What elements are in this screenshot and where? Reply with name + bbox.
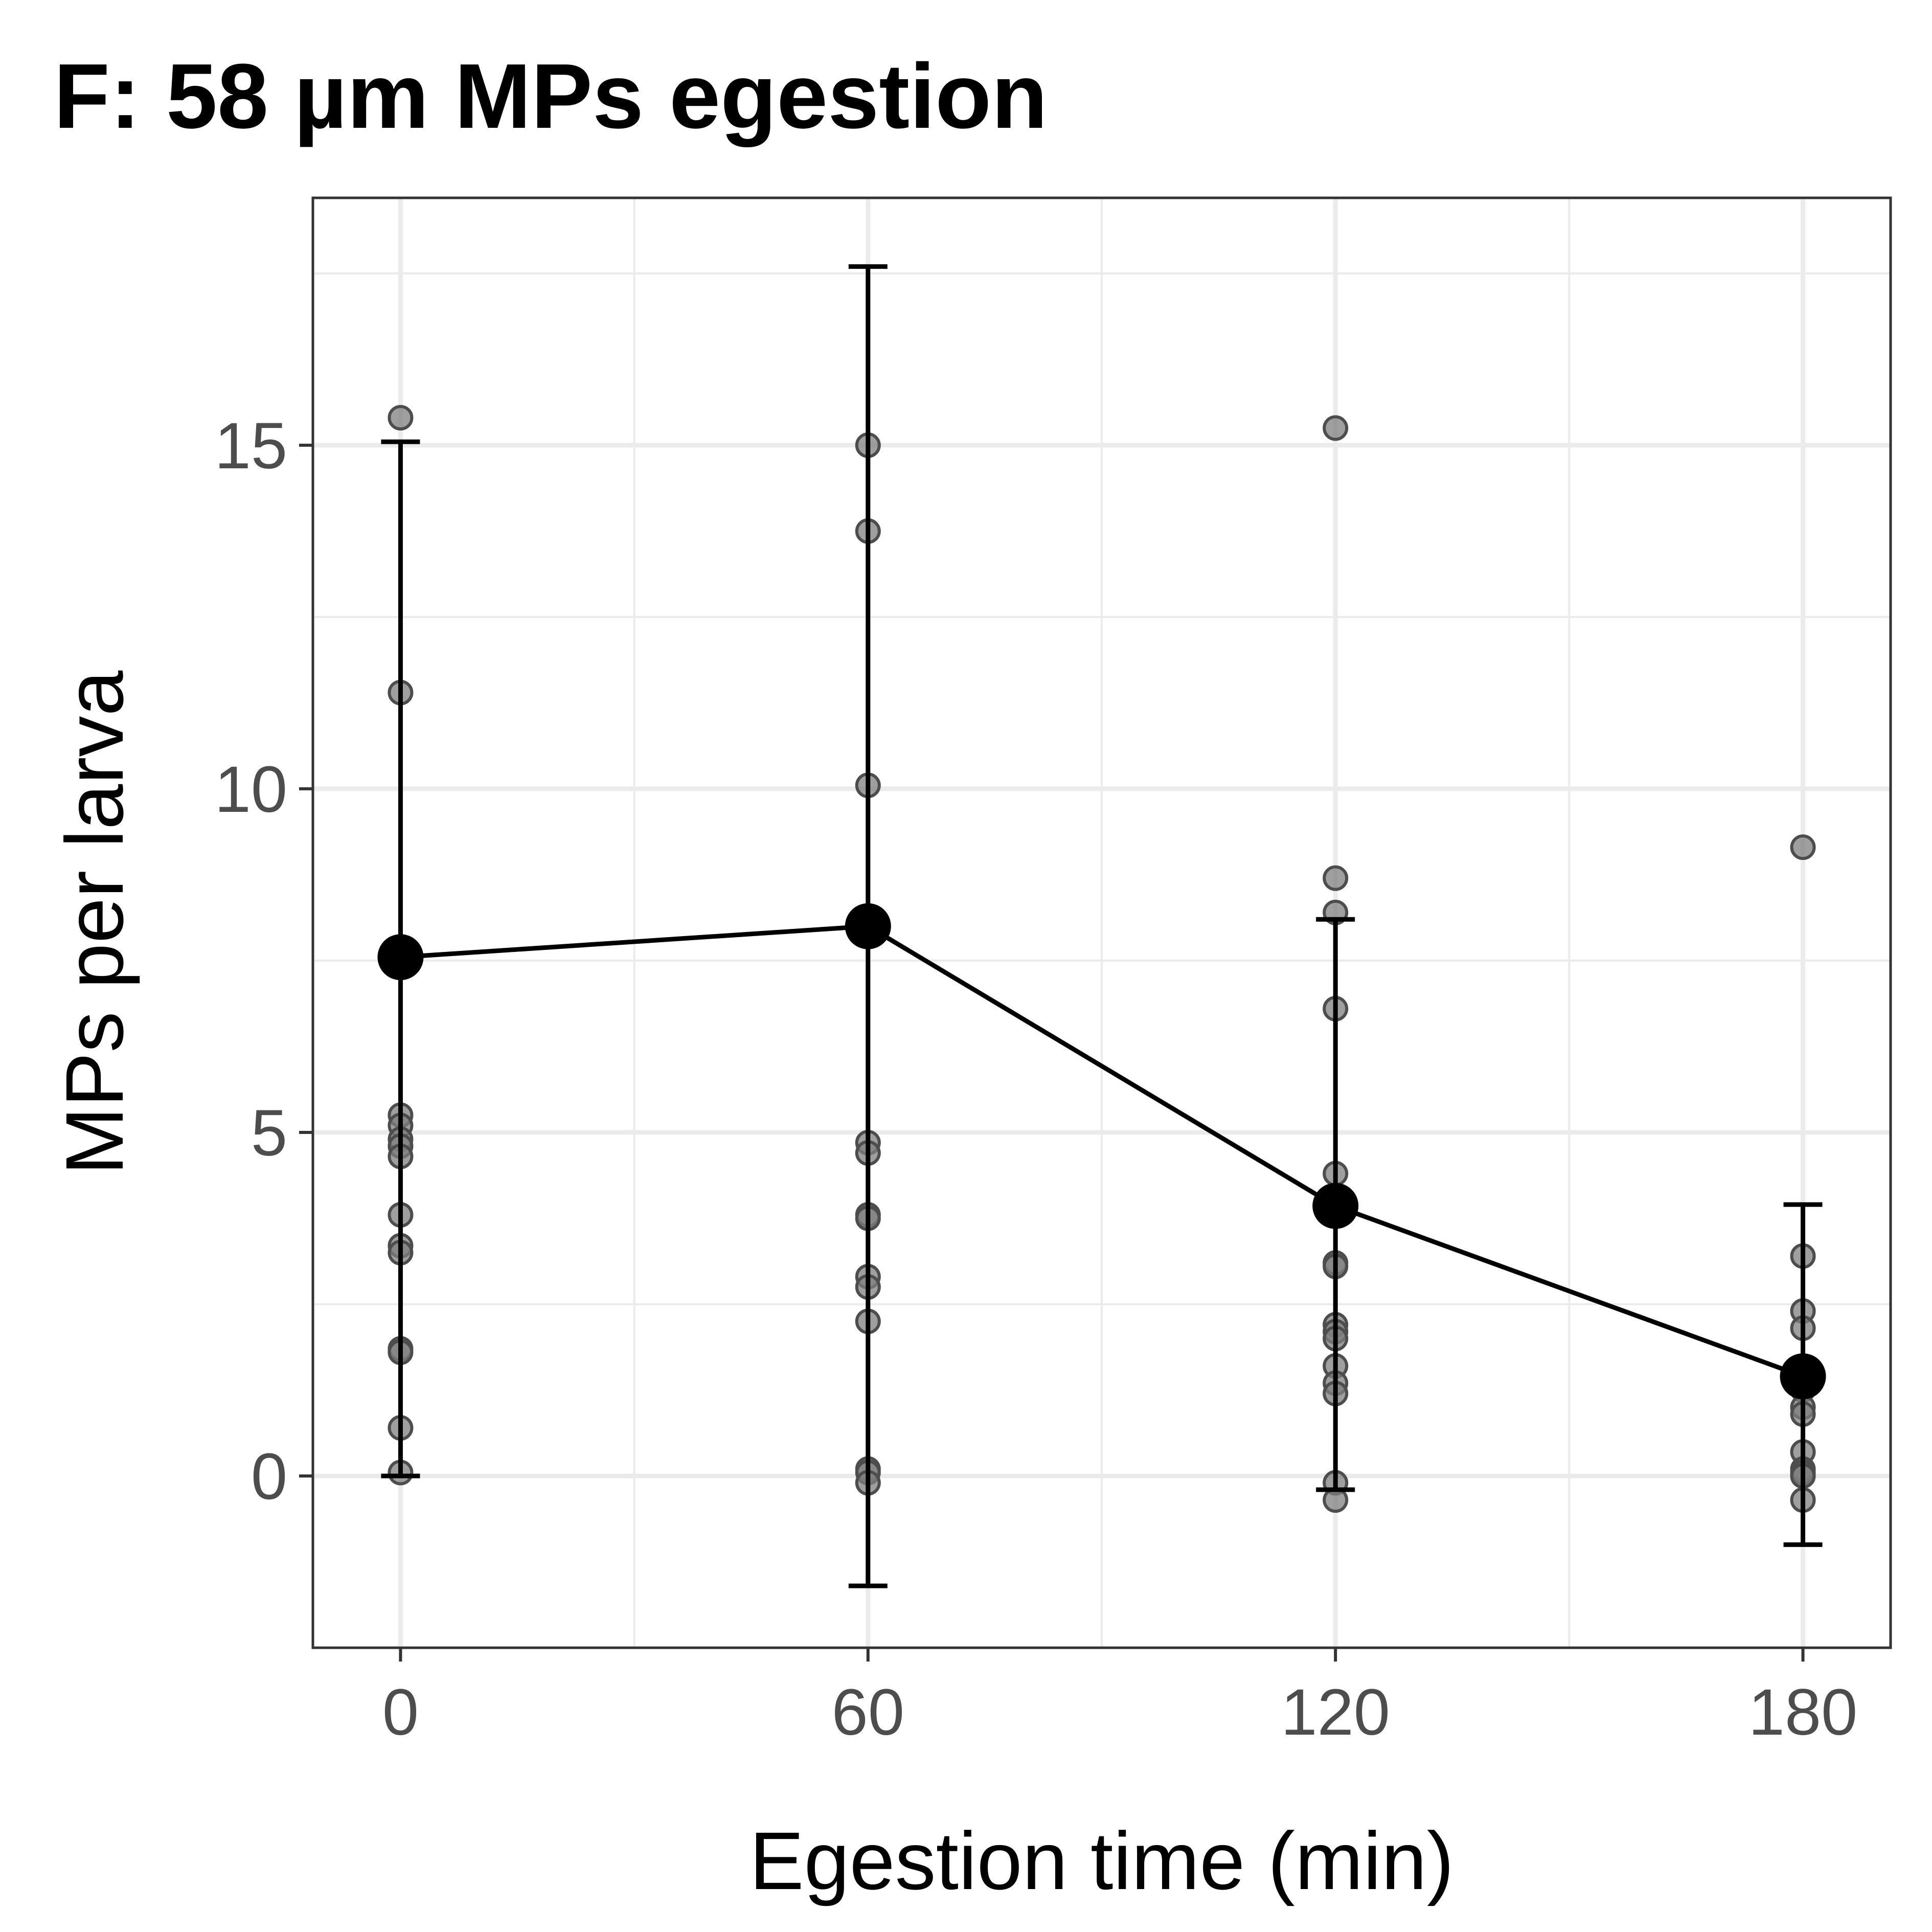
mean-point (377, 934, 424, 981)
axes: 0 5 10 15 0 60 120 180 (215, 410, 1858, 1749)
x-tick-label: 120 (1281, 1676, 1390, 1749)
mean-line (400, 924, 1804, 1379)
y-tick-label: 15 (215, 410, 287, 483)
raw-point (388, 405, 414, 431)
y-tick-label: 0 (251, 1440, 287, 1513)
mean-point (1312, 1183, 1359, 1229)
raw-point (1323, 415, 1349, 441)
grid-lines (313, 198, 1891, 1648)
x-tick-label: 180 (1748, 1676, 1858, 1749)
x-tick-label: 60 (832, 1676, 904, 1749)
y-tick-label: 10 (215, 753, 287, 826)
panel-border (311, 196, 1892, 1649)
raw-point (1323, 1487, 1349, 1513)
x-tick-label: 0 (382, 1676, 419, 1749)
mean-point (845, 903, 891, 949)
raw-point (1790, 834, 1816, 860)
y-axis-title: MPs per larva (49, 671, 140, 1175)
mean-point (1780, 1353, 1826, 1400)
mean-points (377, 903, 1826, 1400)
raw-point (1323, 865, 1349, 891)
x-axis-title: Egestion time (min) (749, 1815, 1454, 1906)
mean-line-group (400, 924, 1804, 1379)
y-tick-label: 5 (251, 1097, 287, 1170)
chart-title: F: 58 µm MPs egestion (54, 45, 1048, 148)
